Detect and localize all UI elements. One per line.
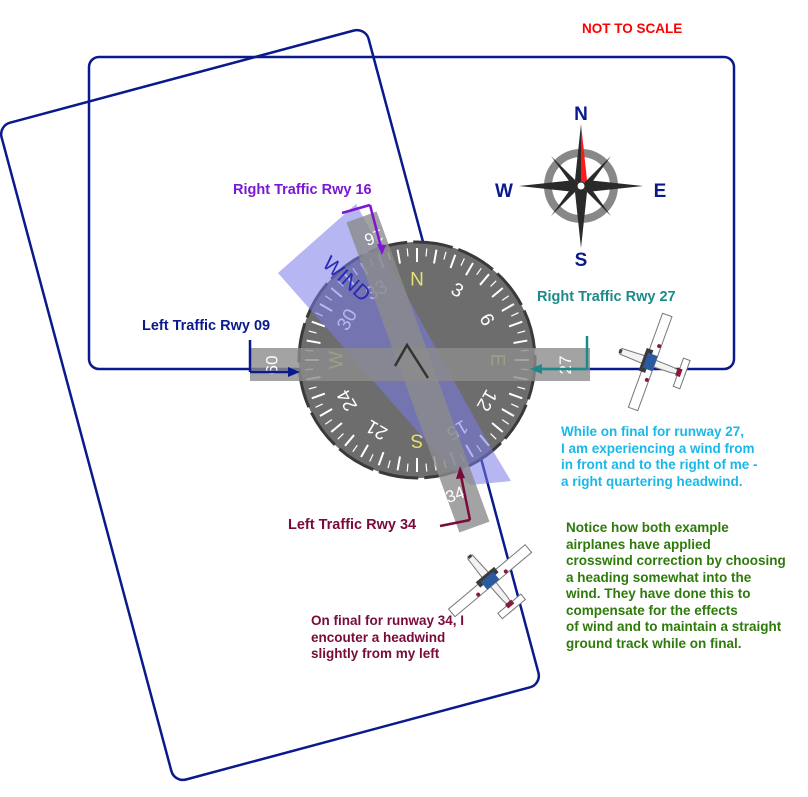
not-to-scale-label: NOT TO SCALE <box>582 21 683 36</box>
correction-note-line: a heading somewhat into the <box>566 569 752 585</box>
heading-tick <box>508 392 523 400</box>
correction-note: Notice how both example airplanes have a… <box>566 520 786 652</box>
correction-note-line: of wind and to maintain a straight <box>566 619 782 634</box>
correction-note-line: crosswind correction by choosing <box>566 553 786 568</box>
heading-tick <box>501 303 515 312</box>
rwy34-note: On final for runway 34, I encouter a hea… <box>311 613 464 663</box>
heading-tick <box>344 434 355 447</box>
airplane-icon <box>601 303 703 423</box>
runway-number-27: 27 <box>556 356 575 375</box>
heading-tick <box>352 444 358 453</box>
rwy27-note-line: While on final for runway 27, <box>561 424 745 439</box>
heading-tick <box>396 456 401 471</box>
right-traffic-rwy27-label: Right Traffic Rwy 27 <box>537 289 676 305</box>
left-traffic-rwy34-label: Left Traffic Rwy 34 <box>288 517 417 533</box>
correction-note-line: Notice how both example <box>566 520 729 535</box>
heading-tick <box>517 386 526 390</box>
heading-tick <box>319 408 333 417</box>
heading-tick <box>425 463 428 472</box>
compass-east: E <box>654 181 667 202</box>
heading-tick <box>306 339 321 344</box>
rwy27-note-line: in front and to the right of me - <box>561 457 758 472</box>
rwy34-note-line: slightly from my left <box>311 646 440 661</box>
rwy34-note-line: encouter a headwind <box>311 629 446 645</box>
heading-tick <box>511 403 519 408</box>
heading-needle <box>393 342 430 379</box>
heading-cardinal: S <box>411 430 424 451</box>
heading-tick <box>476 267 482 276</box>
right-traffic-rwy16-label: Right Traffic Rwy 16 <box>233 182 372 198</box>
heading-tick <box>511 312 519 317</box>
heading-tick <box>490 433 497 440</box>
heading-tick <box>315 403 323 408</box>
heading-tick <box>406 248 409 257</box>
heading-tick <box>465 262 474 276</box>
heading-tick <box>308 386 317 390</box>
heading-tick <box>311 320 326 328</box>
compass-north: N <box>574 104 588 125</box>
heading-tick <box>501 408 515 417</box>
heading-tick <box>491 287 504 298</box>
heading-tick <box>369 454 374 462</box>
compass-west: W <box>495 181 513 202</box>
heading-tick <box>479 273 490 286</box>
heading-tick <box>330 422 343 433</box>
heading-tick <box>501 295 510 301</box>
heading-tick <box>360 444 369 458</box>
heading-tick <box>491 422 504 433</box>
heading-tick <box>433 249 438 264</box>
heading-tick <box>517 330 526 334</box>
rwy27-note-line: I am experiencing a wind from <box>561 440 755 456</box>
final-arrow-09 <box>248 340 300 377</box>
heading-tick <box>460 258 465 266</box>
heading-cardinal: N <box>410 270 424 291</box>
heading-tick <box>377 451 385 466</box>
heading-tick <box>449 254 457 269</box>
heading-tick <box>501 419 510 425</box>
heading-tick <box>387 460 391 469</box>
left-traffic-rwy09-label: Left Traffic Rwy 09 <box>142 318 271 334</box>
heading-tick <box>396 249 401 264</box>
runway-number-09: 09 <box>262 356 281 375</box>
heading-tick <box>443 251 447 260</box>
heading-tick <box>324 419 333 425</box>
final-arrow-34 <box>439 466 472 528</box>
correction-note-line: ground track while on final. <box>566 635 742 651</box>
heading-tick <box>425 248 428 257</box>
heading-tick <box>337 433 344 440</box>
correction-note-line: airplanes have applied <box>566 536 711 552</box>
heading-tick <box>490 280 497 287</box>
correction-note-line: wind. They have done this to <box>566 586 751 601</box>
rwy34-note-line: On final for runway 34, I <box>311 613 465 628</box>
heading-tick <box>308 330 317 334</box>
rwy27-note: While on final for runway 27, I am exper… <box>561 424 757 490</box>
runway-nw-se <box>346 211 490 533</box>
final-arrow-27 <box>530 336 589 374</box>
rwy27-note-line: a right quartering headwind. <box>561 473 743 489</box>
heading-tick <box>513 339 528 344</box>
heading-tick <box>311 392 326 400</box>
heading-tick <box>406 463 409 472</box>
heading-tick <box>508 320 523 328</box>
final-arrow-16 <box>341 203 386 255</box>
compass-south: S <box>575 250 588 271</box>
compass-rose-icon: N S E W <box>495 104 666 271</box>
correction-note-line: compensate for the effects <box>566 602 738 618</box>
